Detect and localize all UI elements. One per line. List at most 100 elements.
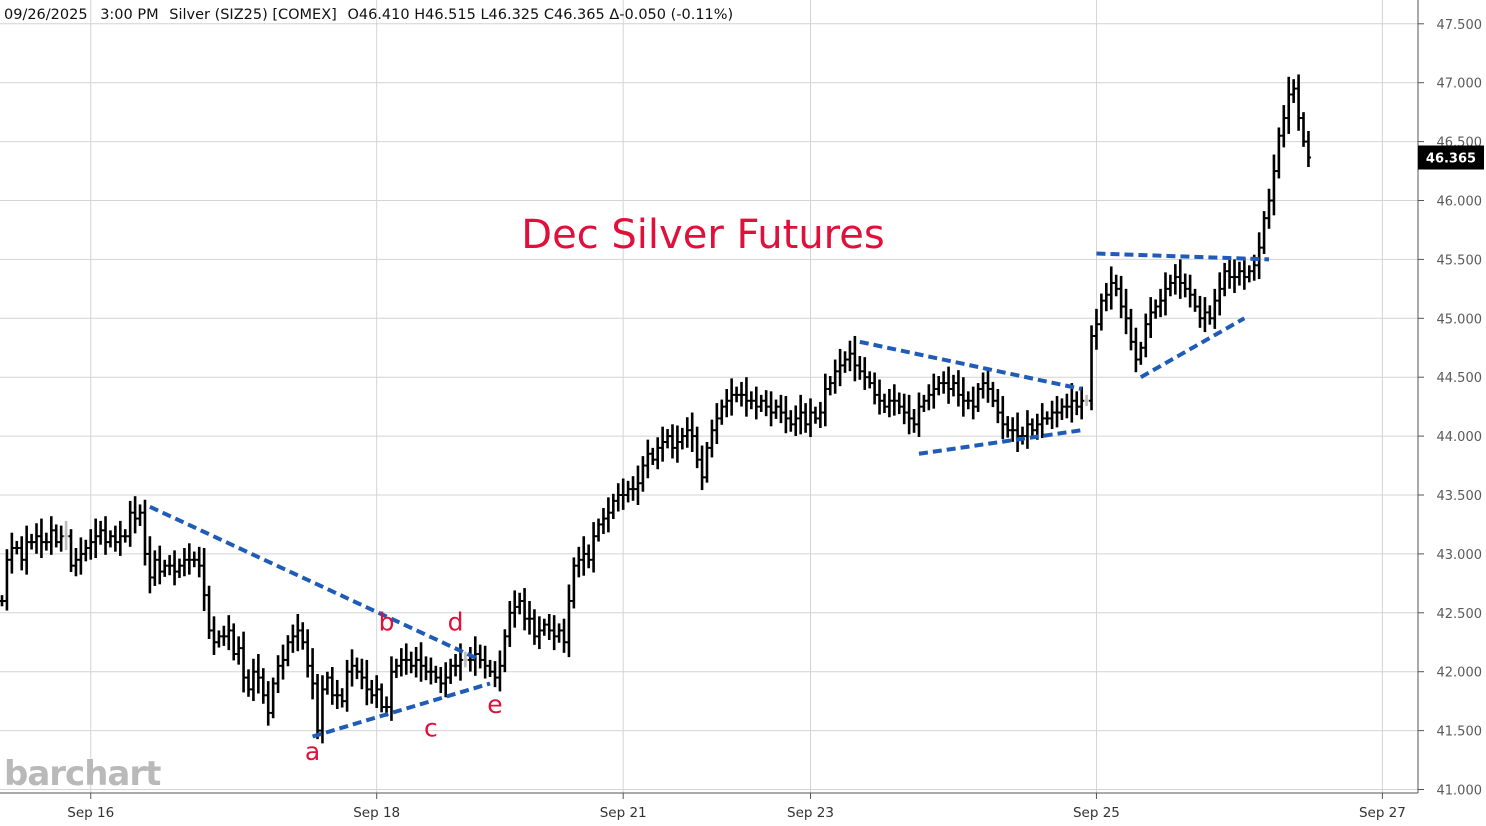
price-bar xyxy=(763,390,769,417)
price-bar xyxy=(1123,288,1129,335)
price-bar xyxy=(758,394,764,412)
price-bar xyxy=(388,656,394,721)
price-bar xyxy=(620,478,626,510)
price-bar xyxy=(748,391,754,410)
price-bar xyxy=(674,425,680,463)
price-bar xyxy=(398,648,404,677)
price-bar xyxy=(354,657,360,680)
y-tick-label: 46.000 xyxy=(1437,195,1483,210)
price-bar xyxy=(0,595,5,607)
price-bar xyxy=(1054,396,1060,428)
price-bar xyxy=(699,445,705,491)
price-bar xyxy=(428,657,434,685)
price-bar xyxy=(946,366,952,404)
price-bar xyxy=(975,383,981,412)
price-bar xyxy=(122,529,128,543)
price-bar xyxy=(142,499,148,566)
price-bar xyxy=(1093,308,1099,350)
price-bar xyxy=(1089,325,1095,411)
last-price-label: 46.365 xyxy=(1426,152,1476,167)
price-bar xyxy=(517,592,523,615)
price-bar xyxy=(1167,274,1173,297)
price-bar xyxy=(714,403,720,444)
price-bar xyxy=(990,381,996,408)
price-bar xyxy=(660,426,666,462)
price-bar xyxy=(319,675,325,744)
price-bar xyxy=(1143,313,1149,358)
price-bar xyxy=(1039,403,1045,439)
price-bar xyxy=(191,551,197,568)
header-time: 3:00 PM xyxy=(100,7,158,23)
price-bar xyxy=(650,447,656,465)
price-bar xyxy=(901,393,907,425)
price-bar xyxy=(246,669,251,697)
price-bar xyxy=(1177,259,1183,299)
price-bar xyxy=(531,609,537,645)
y-tick-label: 44.000 xyxy=(1437,430,1483,445)
price-bar xyxy=(270,677,276,719)
price-bar xyxy=(98,520,104,545)
price-bar xyxy=(492,661,498,688)
price-bar xyxy=(832,359,838,394)
price-bar xyxy=(527,601,533,635)
upper-trendline-3 xyxy=(1096,251,1270,262)
price-bar xyxy=(689,412,695,453)
price-bar xyxy=(911,409,917,433)
price-bar xyxy=(576,546,582,578)
price-bar xyxy=(1103,282,1109,312)
price-bar xyxy=(1192,288,1198,312)
price-bar xyxy=(1197,295,1203,328)
price-bar xyxy=(1133,327,1139,373)
price-bar xyxy=(1074,391,1080,416)
y-tick-label: 41.000 xyxy=(1437,784,1483,799)
price-bar xyxy=(58,525,64,552)
price-bar xyxy=(88,529,94,560)
price-bar xyxy=(4,549,10,611)
price-bar xyxy=(1158,288,1164,318)
price-bar xyxy=(995,388,1001,424)
price-bar xyxy=(176,558,182,578)
price-bar xyxy=(83,539,89,562)
price-bar xyxy=(541,618,547,636)
price-bar xyxy=(403,643,409,675)
x-tick-label: Sep 16 xyxy=(67,805,114,821)
price-bar xyxy=(556,623,562,643)
price-bar xyxy=(591,522,597,573)
price-bar xyxy=(423,656,429,681)
price-bar xyxy=(275,655,281,694)
price-bar xyxy=(877,379,883,415)
price-bar xyxy=(862,357,868,390)
price-bar xyxy=(1020,426,1026,445)
price-bar xyxy=(665,429,671,449)
price-bar xyxy=(635,465,641,506)
price-bar xyxy=(1000,396,1006,440)
price-bar xyxy=(522,588,528,631)
price-bar xyxy=(1182,273,1188,298)
price-bar xyxy=(931,373,937,409)
price-bar xyxy=(137,504,143,526)
price-bar xyxy=(827,376,833,396)
price-bar xyxy=(1212,288,1218,329)
price-bar xyxy=(812,406,818,424)
price-bar xyxy=(596,518,602,542)
price-bar xyxy=(1153,299,1159,319)
price-bar xyxy=(448,658,454,684)
price-bar xyxy=(1202,297,1208,333)
price-bar xyxy=(379,683,385,713)
wave-label-a: a xyxy=(305,737,320,766)
price-bar xyxy=(1305,130,1311,168)
price-bar xyxy=(1286,76,1292,134)
price-bar xyxy=(581,536,587,576)
price-bar xyxy=(147,536,153,594)
price-bar xyxy=(571,557,577,609)
price-bar xyxy=(739,381,744,407)
last-price-marker: 46.365 xyxy=(1418,145,1484,170)
y-tick-label: 45.000 xyxy=(1437,312,1483,327)
price-bar xyxy=(196,546,202,578)
price-bar xyxy=(610,493,616,520)
price-bar xyxy=(250,658,256,702)
price-bar xyxy=(1301,112,1307,147)
price-bar xyxy=(1207,305,1213,325)
